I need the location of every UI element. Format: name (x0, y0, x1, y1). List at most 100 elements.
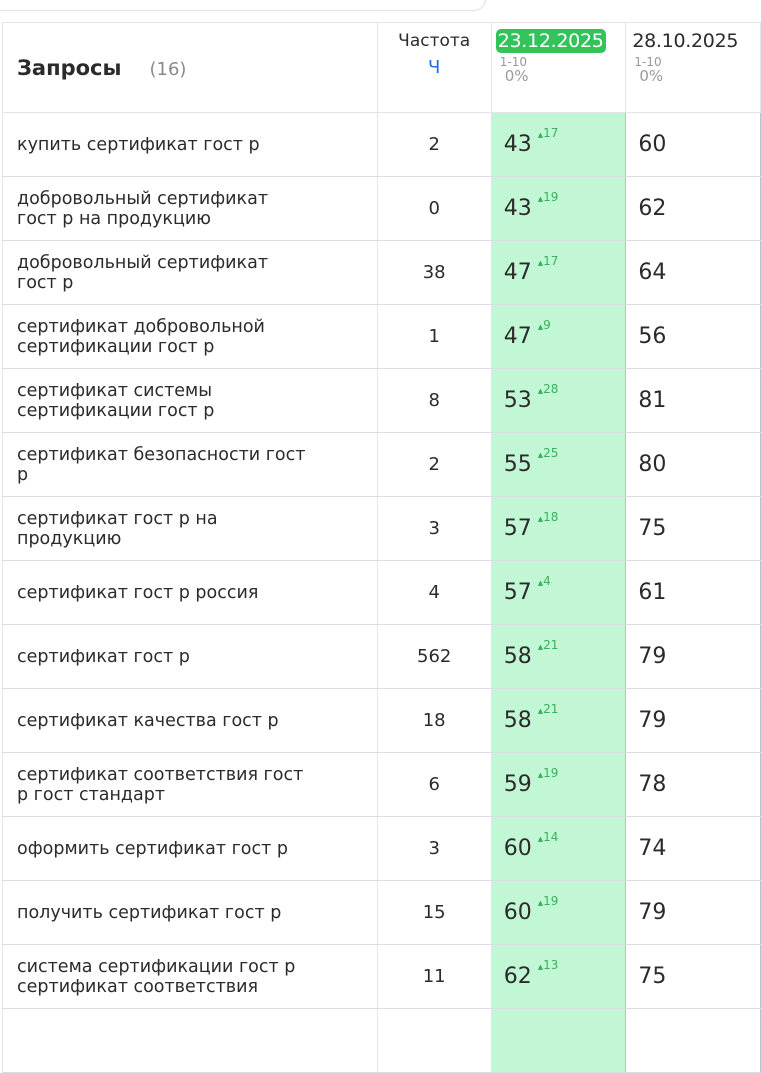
position-current: 60 ▲19 (490, 880, 627, 945)
table-row[interactable]: сертификат гост р россия 4 57 ▲4 61 (2, 560, 761, 625)
position-delta: ▲19 (538, 766, 559, 780)
position-current: 57 ▲18 (490, 496, 627, 561)
range-label: 1-10 (634, 55, 662, 69)
queries-header[interactable]: Запросы (16) (2, 22, 378, 113)
position-value: 57 (503, 580, 532, 605)
table-row[interactable]: купить сертификат гост р 2 43 ▲17 60 (2, 112, 761, 177)
position-delta: ▲9 (538, 318, 551, 332)
date-label-active[interactable]: 23.12.2025 (495, 29, 606, 53)
position-delta: ▲28 (538, 382, 559, 396)
up-arrow-icon: ▲ (537, 131, 544, 139)
position-delta: ▲21 (538, 702, 559, 716)
date-label[interactable]: 28.10.2025 (632, 30, 739, 52)
query-text: сертификат гост р на продукцию (17, 508, 218, 549)
position-delta: ▲19 (538, 894, 559, 908)
frequency-value: 3 (376, 496, 492, 561)
top-panel-edge (0, 0, 486, 11)
position-previous: 79 (625, 624, 761, 689)
query-text: сертификат добровольной сертификации гос… (17, 316, 265, 357)
position-previous: 61 (625, 560, 761, 625)
up-arrow-icon: ▲ (537, 387, 544, 395)
position-value: 43 (503, 196, 532, 221)
queries-count: (16) (149, 58, 187, 80)
position-value: 58 (503, 644, 532, 669)
position-value: 58 (503, 708, 532, 733)
position-previous: 75 (625, 496, 761, 561)
delta-value: 17 (543, 254, 559, 268)
position-current: 47 ▲17 (490, 240, 627, 305)
position-delta: ▲17 (538, 126, 559, 140)
delta-value: 28 (543, 382, 559, 396)
position-previous: 64 (625, 240, 761, 305)
position-value: 60 (503, 836, 532, 861)
frequency-value: 1 (376, 304, 492, 369)
up-arrow-icon: ▲ (537, 963, 544, 971)
date-column-header-2[interactable]: 28.10.2025 1-10 0% (625, 22, 761, 113)
delta-value: 18 (543, 510, 559, 524)
frequency-value: 3 (376, 816, 492, 881)
delta-value: 19 (543, 766, 559, 780)
frequency-type-toggle[interactable]: Ч (428, 57, 441, 78)
position-value: 55 (503, 452, 532, 477)
table-row[interactable]: сертификат добровольной сертификации гос… (2, 304, 761, 369)
frequency-value: 562 (376, 624, 492, 689)
table-row[interactable]: система сертификации гост р сертификат с… (2, 944, 761, 1009)
query-text: сертификат системы сертификации гост р (17, 380, 215, 421)
table-row[interactable]: сертификат качества гост р 18 58 ▲21 79 (2, 688, 761, 753)
up-arrow-icon: ▲ (537, 195, 544, 203)
delta-value: 19 (543, 894, 559, 908)
percent-label: 0% (504, 67, 529, 85)
query-text: система сертификации гост р сертификат с… (17, 956, 296, 997)
up-arrow-icon: ▲ (537, 579, 544, 587)
position-current: 58 ▲21 (490, 624, 627, 689)
up-arrow-icon: ▲ (537, 451, 544, 459)
position-value: 53 (503, 388, 532, 413)
table-row[interactable]: сертификат гост р 562 58 ▲21 79 (2, 624, 761, 689)
query-text: сертификат гост р россия (17, 582, 259, 603)
position-previous: 80 (625, 432, 761, 497)
position-delta: ▲25 (538, 446, 559, 460)
frequency-value: 18 (376, 688, 492, 753)
delta-value: 14 (543, 830, 559, 844)
table-row[interactable]: добровольный сертификат гост р на продук… (2, 176, 761, 241)
frequency-value: 8 (376, 368, 492, 433)
position-value: 47 (503, 260, 532, 285)
position-value: 60 (503, 900, 532, 925)
table-row[interactable]: добровольный сертификат гост р 38 47 ▲17 … (2, 240, 761, 305)
table-row[interactable]: оформить сертификат гост р 3 60 ▲14 74 (2, 816, 761, 881)
range-label: 1-10 (499, 55, 527, 69)
table-row[interactable]: получить сертификат гост р 15 60 ▲19 79 (2, 880, 761, 945)
frequency-value: 6 (376, 752, 492, 817)
position-value: 57 (503, 516, 532, 541)
table-row[interactable]: сертификат системы сертификации гост р 8… (2, 368, 761, 433)
delta-value: 17 (543, 126, 559, 140)
table-row[interactable]: сертификат безопасности гост р 2 55 ▲25 8… (2, 432, 761, 497)
delta-value: 19 (543, 190, 559, 204)
percent-label: 0% (639, 67, 664, 85)
position-current: 57 ▲4 (490, 560, 627, 625)
table-row[interactable]: сертификат соответствия гост р гост стан… (2, 752, 761, 817)
query-text: добровольный сертификат гост р на продук… (17, 188, 269, 229)
table-header: Запросы (16) Частота Ч 23.12.2025 1-10 0% … (2, 22, 761, 113)
position-current: 60 ▲14 (490, 816, 627, 881)
position-previous: 56 (625, 304, 761, 369)
query-text: сертификат гост р (17, 646, 190, 667)
frequency-value: 2 (376, 432, 492, 497)
position-current: 58 ▲21 (490, 688, 627, 753)
position-previous: 79 (625, 688, 761, 753)
query-text: сертификат качества гост р (17, 710, 279, 731)
position-previous: 79 (625, 880, 761, 945)
table-row[interactable]: сертификат гост р на продукцию 3 57 ▲18 7… (2, 496, 761, 561)
query-text: купить сертификат гост р (17, 134, 260, 155)
queries-label: Запросы (17, 55, 122, 80)
position-delta: ▲4 (538, 574, 551, 588)
date-column-header-1[interactable]: 23.12.2025 1-10 0% (490, 22, 627, 113)
position-current: 47 ▲9 (490, 304, 627, 369)
position-previous: 78 (625, 752, 761, 817)
position-delta: ▲17 (538, 254, 559, 268)
position-delta: ▲13 (538, 958, 559, 972)
frequency-header[interactable]: Частота Ч (376, 22, 492, 113)
position-current: 43 ▲17 (490, 112, 627, 177)
frequency-value: 11 (376, 944, 492, 1009)
query-text: сертификат безопасности гост р (17, 444, 306, 485)
